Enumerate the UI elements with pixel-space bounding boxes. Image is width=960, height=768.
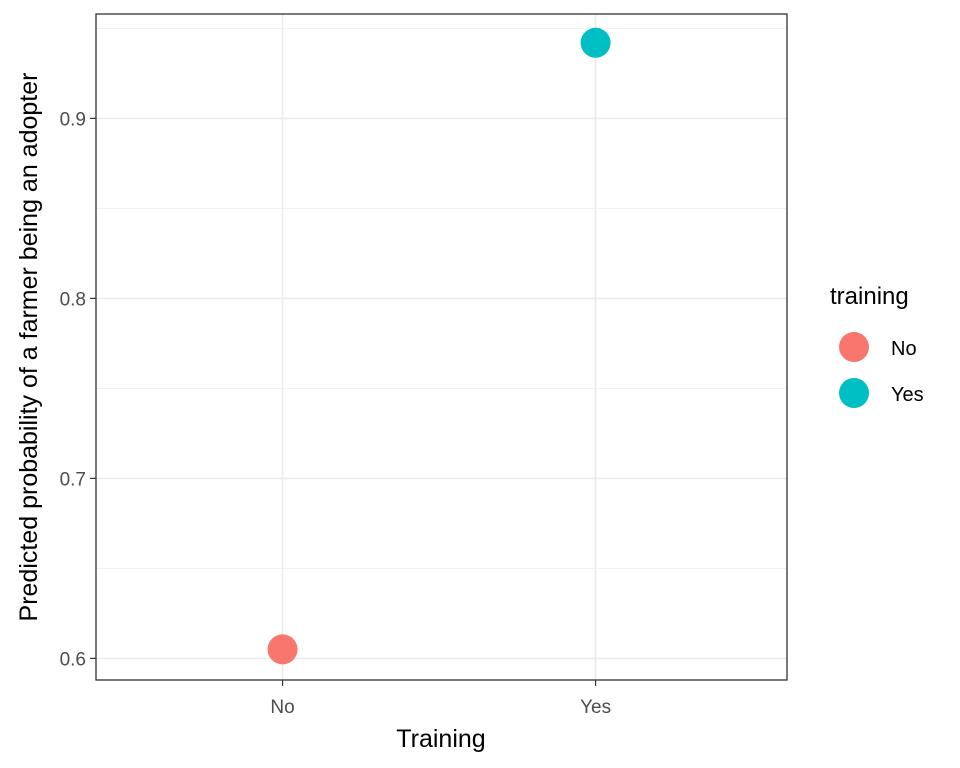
legend-key-no	[839, 332, 869, 362]
x-axis-tick-labels: No Yes	[270, 697, 611, 718]
legend-key-yes	[839, 378, 869, 408]
y-axis-ticks	[90, 117, 96, 660]
minor-gridlines	[96, 27, 787, 569]
x-axis-ticks	[281, 680, 597, 686]
y-tick-label: 0.6	[60, 649, 86, 670]
y-tick-label: 0.7	[60, 469, 86, 490]
y-axis-tick-labels: 0.6 0.7 0.8 0.9	[60, 109, 86, 670]
legend-label-no: No	[891, 338, 917, 360]
major-gridlines	[96, 14, 787, 680]
y-tick-label: 0.9	[60, 109, 86, 130]
y-tick-label: 0.8	[60, 289, 86, 310]
data-point-yes	[580, 27, 611, 58]
data-point-no	[267, 634, 298, 665]
legend: training No Yes	[830, 283, 924, 408]
x-tick-label: No	[270, 697, 294, 718]
data-points	[267, 27, 611, 665]
y-axis-title: Predicted probability of a farmer being …	[15, 73, 43, 622]
legend-title: training	[830, 283, 909, 310]
legend-label-yes: Yes	[891, 384, 924, 406]
x-axis-title: Training	[396, 725, 485, 753]
plot-panel-border	[95, 13, 788, 681]
x-tick-label: Yes	[580, 697, 611, 718]
